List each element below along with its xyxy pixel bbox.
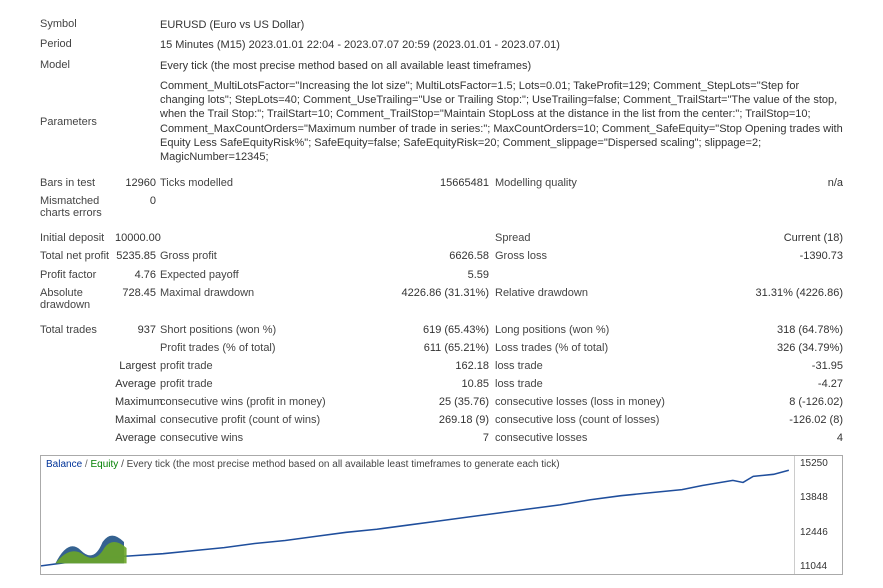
label-largest: Largest — [115, 360, 160, 372]
equity-chart: Balance / Equity / Every tick (the most … — [40, 455, 843, 575]
row-maximal: Maximal consecutive profit (count of win… — [40, 411, 843, 429]
row-bars: Bars in test 12960 Ticks modelled 156654… — [40, 174, 843, 192]
ylabel-0: 15250 — [800, 458, 837, 469]
value-bars: 12960 — [115, 177, 160, 189]
label-expectedpayoff: Expected payoff — [160, 269, 340, 281]
label-average: Average — [115, 378, 160, 390]
row-parameters: Parameters Comment_MultiLotsFactor="Incr… — [40, 76, 843, 168]
value-grossloss: -1390.73 — [670, 250, 843, 262]
label-mismatched: Mismatched charts errors — [40, 195, 115, 220]
label-shortpos: Short positions (won %) — [160, 324, 340, 336]
value-absdraw: 728.45 — [115, 287, 160, 299]
value-longpos: 318 (64.78%) — [670, 324, 843, 336]
label-reldraw: Relative drawdown — [495, 287, 670, 299]
label-maximal-loss: consecutive loss (count of losses) — [495, 414, 670, 426]
label-grossloss: Gross loss — [495, 250, 670, 262]
row-profitfactor: Profit factor 4.76 Expected payoff 5.59 — [40, 266, 843, 284]
label-maximal: Maximal — [115, 414, 160, 426]
ylabel-1: 13848 — [800, 492, 837, 503]
value-largest-profit: 162.18 — [340, 360, 495, 372]
value-mismatched: 0 — [115, 195, 160, 207]
label-avg-loss: loss trade — [495, 378, 670, 390]
label-profittrades: Profit trades (% of total) — [160, 342, 340, 354]
label-spread: Spread — [495, 232, 670, 244]
row-maximum: Maximum consecutive wins (profit in mone… — [40, 393, 843, 411]
label-model: Model — [40, 59, 115, 71]
value-maximal-loss: -126.02 (8) — [670, 414, 843, 426]
label-bars: Bars in test — [40, 177, 115, 189]
chart-svg — [41, 456, 794, 574]
label-symbol: Symbol — [40, 18, 115, 30]
label-profitfactor: Profit factor — [40, 269, 115, 281]
label-largest-loss: loss trade — [495, 360, 670, 372]
chart-plot-area: Balance / Equity / Every tick (the most … — [41, 456, 794, 574]
chart-y-axis: 15250 13848 12446 11044 — [794, 456, 842, 574]
label-grossprofit: Gross profit — [160, 250, 340, 262]
value-avg-profit: 10.85 — [340, 378, 495, 390]
value-spread: Current (18) — [670, 232, 843, 244]
row-model: Model Every tick (the most precise metho… — [40, 56, 843, 76]
label-avg-consec: Average — [115, 432, 160, 444]
label-netprofit: Total net profit — [40, 250, 115, 263]
label-totaltrades: Total trades — [40, 324, 115, 336]
row-mismatched: Mismatched charts errors 0 — [40, 192, 843, 223]
label-max-losses: consecutive losses (loss in money) — [495, 396, 670, 408]
label-losstrades: Loss trades (% of total) — [495, 342, 670, 354]
value-maxdraw: 4226.86 (31.31%) — [340, 287, 495, 299]
value-max-wins: 25 (35.76) — [340, 396, 495, 408]
label-longpos: Long positions (won %) — [495, 324, 670, 336]
row-average: Average profit trade 10.85 loss trade -4… — [40, 375, 843, 393]
value-expectedpayoff: 5.59 — [340, 269, 495, 281]
value-shortpos: 619 (65.43%) — [340, 324, 495, 336]
row-netprofit: Total net profit 5235.85 Gross profit 66… — [40, 247, 843, 266]
ylabel-3: 11044 — [800, 561, 837, 572]
value-period: 15 Minutes (M15) 2023.01.01 22:04 - 2023… — [160, 38, 843, 52]
value-avg-loss: -4.27 — [670, 378, 843, 390]
value-profittrades: 611 (65.21%) — [340, 342, 495, 354]
label-deposit: Initial deposit — [40, 232, 115, 244]
value-reldraw: 31.31% (4226.86) — [670, 287, 843, 299]
value-max-losses: 8 (-126.02) — [670, 396, 843, 408]
row-absdraw: Absolute drawdown 728.45 Maximal drawdow… — [40, 284, 843, 315]
value-avg-consec-losses: 4 — [670, 432, 843, 444]
label-period: Period — [40, 38, 115, 50]
row-largest: Largest profit trade 162.18 loss trade -… — [40, 357, 843, 375]
label-maximum: Maximum — [115, 396, 160, 408]
value-model: Every tick (the most precise method base… — [160, 59, 843, 73]
value-ticks: 15665481 — [340, 177, 495, 189]
label-maximal-profit: consecutive profit (count of wins) — [160, 414, 340, 426]
label-absdraw: Absolute drawdown — [40, 287, 115, 312]
value-largest-loss: -31.95 — [670, 360, 843, 372]
value-maximal-profit: 269.18 (9) — [340, 414, 495, 426]
row-avg-consec: Average consecutive wins 7 consecutive l… — [40, 429, 843, 447]
label-avg-profit: profit trade — [160, 378, 340, 390]
value-totaltrades: 937 — [115, 324, 160, 336]
label-largest-profit: profit trade — [160, 360, 340, 372]
label-avg-consec-losses: consecutive losses — [495, 432, 670, 444]
balance-line — [41, 470, 789, 566]
row-deposit: Initial deposit 10000.00 Spread Current … — [40, 229, 843, 247]
value-losstrades: 326 (34.79%) — [670, 342, 843, 354]
value-quality: n/a — [670, 177, 843, 189]
row-period: Period 15 Minutes (M15) 2023.01.01 22:04… — [40, 35, 843, 55]
ylabel-2: 12446 — [800, 527, 837, 538]
value-symbol: EURUSD (Euro vs US Dollar) — [160, 18, 843, 32]
value-avg-consec-wins: 7 — [340, 432, 495, 444]
label-maxdraw: Maximal drawdown — [160, 287, 340, 299]
label-avg-consec-wins: consecutive wins — [160, 432, 340, 444]
value-parameters: Comment_MultiLotsFactor="Increasing the … — [160, 79, 843, 165]
mt-logo-icon — [49, 512, 139, 572]
label-quality: Modelling quality — [495, 177, 670, 189]
value-netprofit: 5235.85 — [115, 250, 160, 262]
label-max-wins: consecutive wins (profit in money) — [160, 396, 340, 408]
row-totaltrades: Total trades 937 Short positions (won %)… — [40, 321, 843, 339]
label-parameters: Parameters — [40, 116, 115, 128]
value-grossprofit: 6626.58 — [340, 250, 495, 262]
value-profitfactor: 4.76 — [115, 269, 160, 281]
row-profittrades: Profit trades (% of total) 611 (65.21%) … — [40, 339, 843, 357]
value-deposit: 10000.00 — [115, 232, 160, 244]
row-symbol: Symbol EURUSD (Euro vs US Dollar) — [40, 15, 843, 35]
label-ticks: Ticks modelled — [160, 177, 340, 189]
